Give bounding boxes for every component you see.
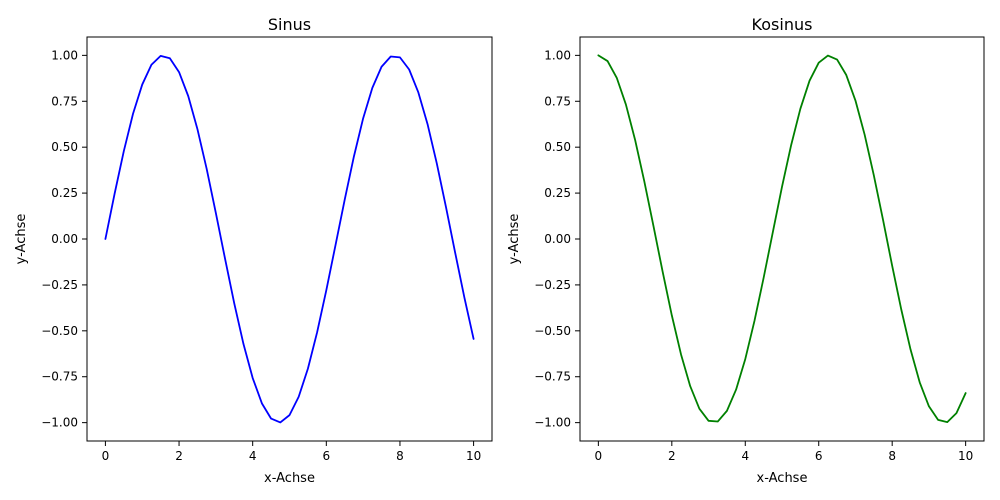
cosine-y-tick-label: −0.50 xyxy=(534,324,571,338)
cosine-panel: Kosinus x-Achse y-Achse 0 2 4 6 8 10 −1.00 −0.7… xyxy=(507,15,985,486)
cosine-x-tick-label: 0 xyxy=(595,449,603,463)
sine-plot-frame xyxy=(86,36,493,442)
cosine-y-tick-label: 0.50 xyxy=(544,140,571,154)
sine-x-tick-label: 0 xyxy=(102,449,110,463)
sine-y-axis-label: y-Achse xyxy=(14,214,29,265)
sine-x-tick-label: 6 xyxy=(322,449,330,463)
sine-panel: Sinus x-Achse y-Achse 0 2 4 6 8 10 −1.00 −0.75 −… xyxy=(14,15,493,486)
sine-x-tick-label: 10 xyxy=(466,449,481,463)
cosine-y-tick-label: −0.75 xyxy=(534,370,571,384)
sine-y-tick-label: 0.25 xyxy=(51,186,78,200)
sine-series-line xyxy=(104,55,475,424)
cosine-x-tick-label: 6 xyxy=(815,449,823,463)
sine-y-tick-label: −1.00 xyxy=(41,416,78,430)
sine-x-tick-label: 8 xyxy=(396,449,404,463)
cosine-x-axis-label: x-Achse xyxy=(757,471,808,486)
sine-x-tick-label: 4 xyxy=(249,449,257,463)
sine-y-tick-label: −0.25 xyxy=(41,278,78,292)
cosine-x-tick-label: 4 xyxy=(741,449,749,463)
cosine-x-tick-label: 10 xyxy=(958,449,973,463)
sine-y-tick-label: −0.50 xyxy=(41,324,78,338)
cosine-y-tick-label: 0.00 xyxy=(544,232,571,246)
cosine-plot-frame xyxy=(579,36,985,442)
cosine-y-tick-label: 0.75 xyxy=(544,94,571,108)
cosine-title: Kosinus xyxy=(752,15,813,34)
sine-title: Sinus xyxy=(268,15,311,34)
sine-x-axis-label: x-Achse xyxy=(264,471,315,486)
cosine-y-tick-label: −1.00 xyxy=(534,416,571,430)
sine-y-tick-label: 0.50 xyxy=(51,140,78,154)
sine-y-tick-label: 1.00 xyxy=(51,48,78,62)
cosine-x-tick-label: 8 xyxy=(888,449,896,463)
cosine-y-tick-label: −0.25 xyxy=(534,278,571,292)
cosine-y-tick-label: 0.25 xyxy=(544,186,571,200)
cosine-y-axis-label: y-Achse xyxy=(507,214,522,265)
sine-x-tick-label: 2 xyxy=(175,449,183,463)
cosine-y-tick-label: 1.00 xyxy=(544,48,571,62)
sine-y-tick-label: 0.75 xyxy=(51,94,78,108)
sine-y-tick-label: 0.00 xyxy=(51,232,78,246)
cosine-x-tick-label: 2 xyxy=(668,449,676,463)
sine-y-tick-label: −0.75 xyxy=(41,370,78,384)
cosine-series-line xyxy=(597,54,967,423)
